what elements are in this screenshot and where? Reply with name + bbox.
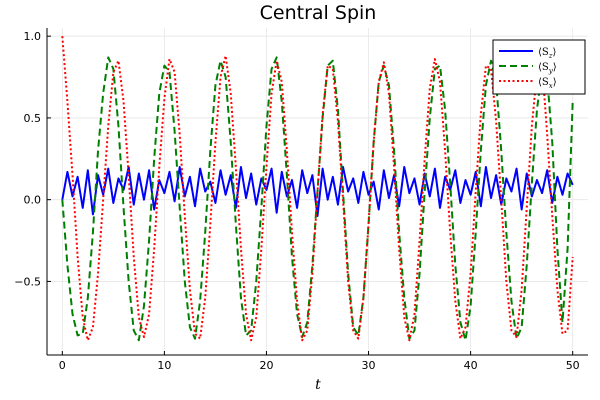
y-tick-label: 0.5	[24, 112, 42, 125]
series-lines	[61, 36, 574, 342]
legend-label-z: ⟨Sz⟩	[538, 47, 556, 60]
series-line-y	[61, 56, 574, 342]
x-tick-label: 40	[464, 359, 478, 372]
chart-title: Central Spin	[260, 2, 377, 24]
x-tick-label: 50	[566, 359, 580, 372]
x-axis-ticks: 0 10 20 30 40 50	[59, 351, 580, 372]
series-line-z	[61, 165, 574, 218]
x-tick-label: 0	[59, 359, 66, 372]
legend-label-y: ⟨Sy⟩	[538, 62, 557, 75]
y-tick-label: 1.0	[24, 30, 42, 43]
axes	[46, 28, 588, 356]
y-axis-ticks: −0.5 0.0 0.5 1.0	[14, 30, 51, 288]
x-tick-label: 10	[157, 359, 171, 372]
series-line-x	[61, 36, 574, 342]
legend-box	[492, 39, 586, 95]
x-axis-label: t	[315, 377, 321, 393]
y-tick-label: −0.5	[14, 275, 41, 288]
x-tick-label: 20	[259, 359, 273, 372]
legend-label-x: ⟨Sx⟩	[538, 77, 557, 90]
legend: ⟨Sz⟩ ⟨Sy⟩ ⟨Sx⟩	[492, 39, 586, 95]
x-tick-label: 30	[362, 359, 376, 372]
y-tick-label: 0.0	[24, 194, 42, 207]
